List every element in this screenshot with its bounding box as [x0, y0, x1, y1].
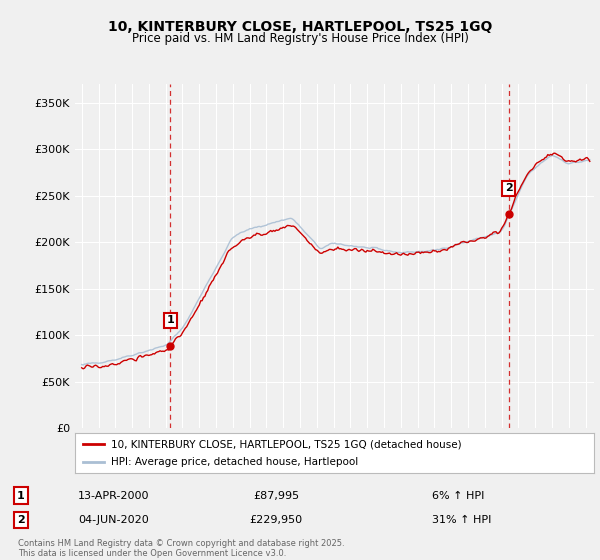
Text: 2: 2	[17, 515, 25, 525]
Text: £229,950: £229,950	[250, 515, 302, 525]
Text: Contains HM Land Registry data © Crown copyright and database right 2025.
This d: Contains HM Land Registry data © Crown c…	[18, 539, 344, 558]
Text: £87,995: £87,995	[253, 491, 299, 501]
Text: Price paid vs. HM Land Registry's House Price Index (HPI): Price paid vs. HM Land Registry's House …	[131, 32, 469, 45]
Text: 2: 2	[505, 183, 512, 193]
Text: 10, KINTERBURY CLOSE, HARTLEPOOL, TS25 1GQ: 10, KINTERBURY CLOSE, HARTLEPOOL, TS25 1…	[108, 20, 492, 34]
Text: 13-APR-2000: 13-APR-2000	[78, 491, 149, 501]
Text: HPI: Average price, detached house, Hartlepool: HPI: Average price, detached house, Hart…	[112, 457, 359, 467]
Text: 10, KINTERBURY CLOSE, HARTLEPOOL, TS25 1GQ (detached house): 10, KINTERBURY CLOSE, HARTLEPOOL, TS25 1…	[112, 439, 462, 449]
Text: 04-JUN-2020: 04-JUN-2020	[78, 515, 149, 525]
Text: 6% ↑ HPI: 6% ↑ HPI	[432, 491, 484, 501]
Text: 1: 1	[167, 315, 174, 325]
Text: 1: 1	[17, 491, 25, 501]
Text: 31% ↑ HPI: 31% ↑ HPI	[432, 515, 491, 525]
